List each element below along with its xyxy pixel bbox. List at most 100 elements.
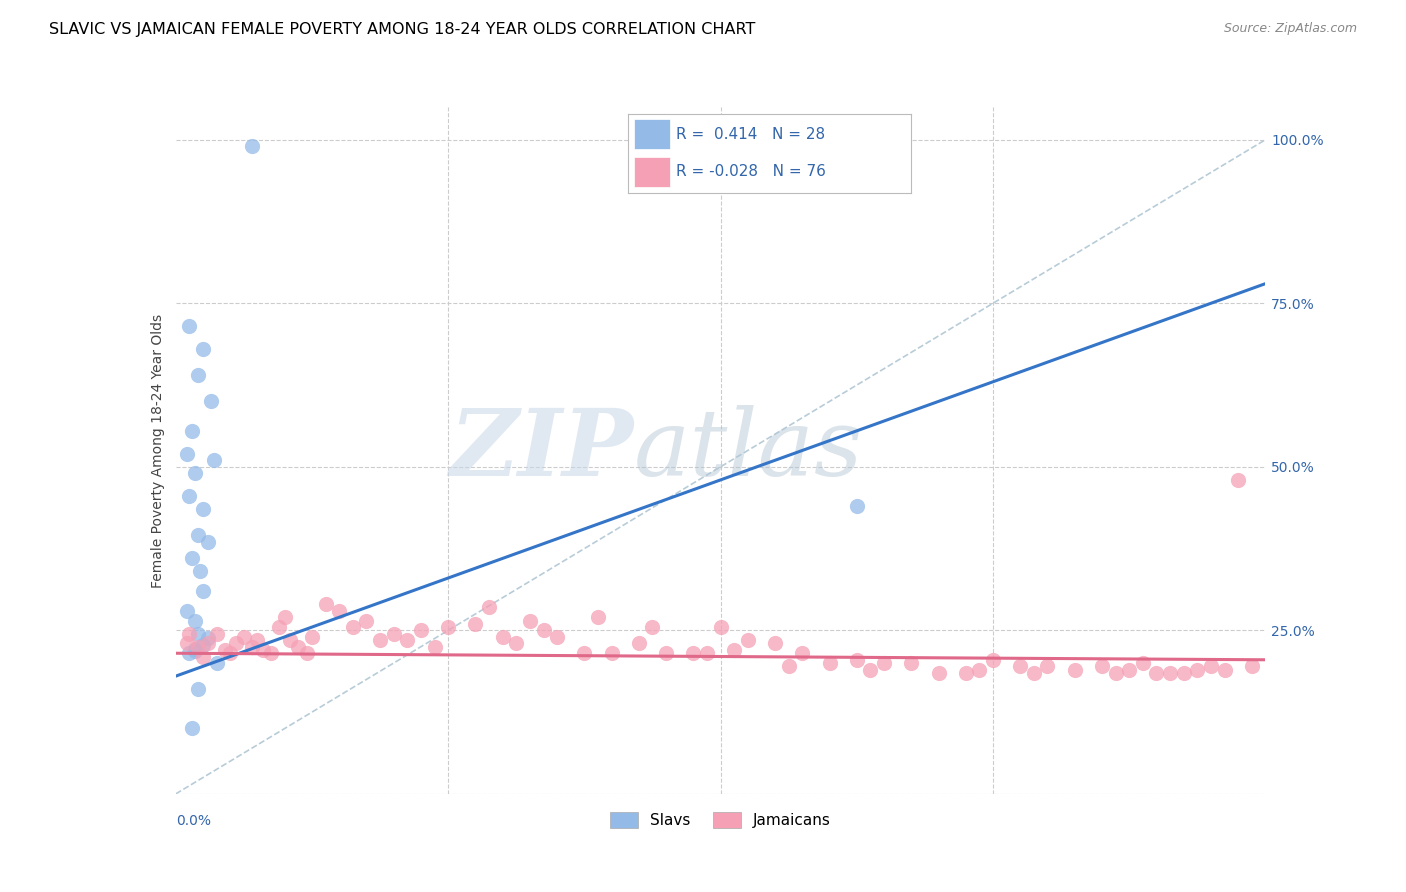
- Point: [409, 624, 432, 638]
- Point: [356, 614, 378, 628]
- Point: [505, 636, 527, 650]
- Point: [519, 614, 541, 628]
- Point: [176, 604, 198, 618]
- Point: [955, 665, 977, 680]
- Point: [845, 653, 868, 667]
- Point: [928, 665, 950, 680]
- Point: [533, 624, 555, 638]
- Point: [188, 565, 211, 579]
- Point: [792, 646, 814, 660]
- Point: [186, 682, 209, 697]
- Point: [181, 551, 204, 566]
- Point: [641, 620, 664, 634]
- Point: [1036, 659, 1059, 673]
- Point: [1063, 663, 1085, 677]
- Point: [191, 638, 214, 652]
- Point: [240, 139, 263, 153]
- Point: [184, 644, 207, 658]
- Point: [186, 368, 209, 383]
- Point: [205, 626, 228, 640]
- Point: [492, 630, 515, 644]
- Point: [225, 636, 247, 650]
- Point: [246, 633, 269, 648]
- Point: [873, 656, 896, 670]
- Text: 0.0%: 0.0%: [176, 814, 211, 829]
- Point: [859, 663, 882, 677]
- Point: [191, 342, 214, 356]
- Point: [301, 630, 323, 644]
- Point: [274, 610, 297, 624]
- Point: [423, 640, 446, 654]
- Point: [342, 620, 364, 634]
- Point: [1227, 473, 1250, 487]
- Point: [1187, 663, 1209, 677]
- Point: [1118, 663, 1140, 677]
- Point: [682, 646, 704, 660]
- Point: [252, 643, 274, 657]
- Point: [202, 453, 225, 467]
- Y-axis label: Female Poverty Among 18-24 Year Olds: Female Poverty Among 18-24 Year Olds: [150, 313, 165, 588]
- Point: [900, 656, 922, 670]
- Point: [214, 643, 236, 657]
- Point: [219, 646, 242, 660]
- Point: [818, 656, 841, 670]
- Point: [710, 620, 733, 634]
- Point: [600, 646, 623, 660]
- Point: [232, 630, 254, 644]
- Point: [186, 626, 209, 640]
- Point: [179, 626, 201, 640]
- Point: [1173, 665, 1195, 680]
- Point: [1104, 665, 1126, 680]
- Point: [396, 633, 419, 648]
- Point: [328, 604, 350, 618]
- Point: [315, 597, 337, 611]
- Point: [191, 584, 214, 599]
- Point: [1091, 659, 1114, 673]
- Point: [179, 646, 201, 660]
- Point: [1132, 656, 1154, 670]
- Point: [181, 722, 204, 736]
- Point: [1144, 665, 1167, 680]
- Point: [1240, 659, 1263, 673]
- Point: [723, 643, 745, 657]
- Text: atlas: atlas: [633, 406, 863, 495]
- Text: SLAVIC VS JAMAICAN FEMALE POVERTY AMONG 18-24 YEAR OLDS CORRELATION CHART: SLAVIC VS JAMAICAN FEMALE POVERTY AMONG …: [49, 22, 755, 37]
- Point: [1199, 659, 1222, 673]
- Point: [763, 636, 786, 650]
- Point: [696, 646, 718, 660]
- Point: [184, 614, 207, 628]
- Point: [176, 447, 198, 461]
- Point: [586, 610, 609, 624]
- Point: [278, 633, 301, 648]
- Text: Source: ZipAtlas.com: Source: ZipAtlas.com: [1223, 22, 1357, 36]
- Point: [969, 663, 991, 677]
- Point: [627, 636, 650, 650]
- Point: [179, 489, 201, 503]
- Point: [1022, 665, 1045, 680]
- Point: [655, 646, 678, 660]
- Point: [205, 656, 228, 670]
- Point: [240, 640, 263, 654]
- Point: [186, 640, 209, 654]
- Point: [574, 646, 596, 660]
- Point: [368, 633, 391, 648]
- Point: [181, 424, 204, 438]
- Point: [179, 319, 201, 334]
- Point: [382, 626, 405, 640]
- Point: [176, 636, 198, 650]
- Point: [197, 636, 219, 650]
- Point: [464, 616, 486, 631]
- Point: [778, 659, 800, 673]
- Point: [845, 499, 868, 513]
- Point: [184, 467, 207, 481]
- Point: [197, 631, 219, 645]
- Point: [478, 600, 501, 615]
- Point: [184, 641, 207, 656]
- Point: [1213, 663, 1236, 677]
- Point: [546, 630, 568, 644]
- Point: [260, 646, 283, 660]
- Point: [437, 620, 460, 634]
- Point: [197, 535, 219, 549]
- Point: [186, 528, 209, 542]
- Point: [287, 640, 309, 654]
